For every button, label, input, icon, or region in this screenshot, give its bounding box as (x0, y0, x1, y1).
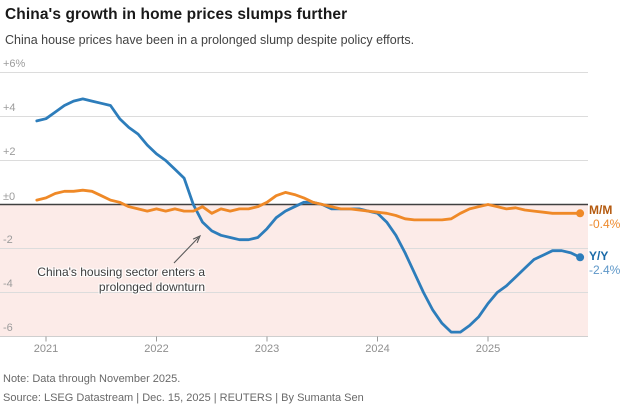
page-title: China's growth in home prices slumps fur… (5, 6, 348, 23)
x-axis-label-2021: 2021 (33, 343, 59, 355)
annotation-text: China's housing sector enters a prolonge… (37, 265, 205, 294)
below-zero-shading (0, 204, 588, 337)
series-value-yy: -2.4% (589, 263, 621, 277)
y-axis-label: +4 (3, 102, 16, 114)
source-line: Source: LSEG Datastream | Dec. 15, 2025 … (3, 392, 364, 404)
series-end-dot-yy (576, 253, 585, 262)
series-label-yy: Y/Y (589, 249, 609, 263)
series-line-mm (35, 188, 582, 222)
footnote: Note: Data through November 2025. (3, 373, 181, 385)
series-value-mm: -0.4% (589, 217, 621, 231)
y-axis-label: -6 (3, 322, 13, 334)
y-axis-label: -4 (3, 278, 13, 290)
y-axis-label: +2 (3, 146, 16, 158)
x-axis-label-2023: 2023 (254, 343, 280, 355)
y-axis-label: -2 (3, 234, 13, 246)
x-axis-label-2022: 2022 (144, 343, 169, 355)
y-axis-label: +6% (3, 58, 26, 70)
series-end-dot-mm (576, 209, 585, 218)
y-axis-label: ±0 (3, 190, 16, 203)
x-axis-label-2025: 2025 (475, 343, 501, 355)
x-axis-label-2024: 2024 (365, 343, 390, 355)
annotation-arrow (173, 234, 202, 264)
chart-subtitle: China house prices have been in a prolon… (5, 33, 415, 47)
series-line-yy (35, 97, 582, 334)
series-label-mm: M/M (589, 203, 613, 217)
